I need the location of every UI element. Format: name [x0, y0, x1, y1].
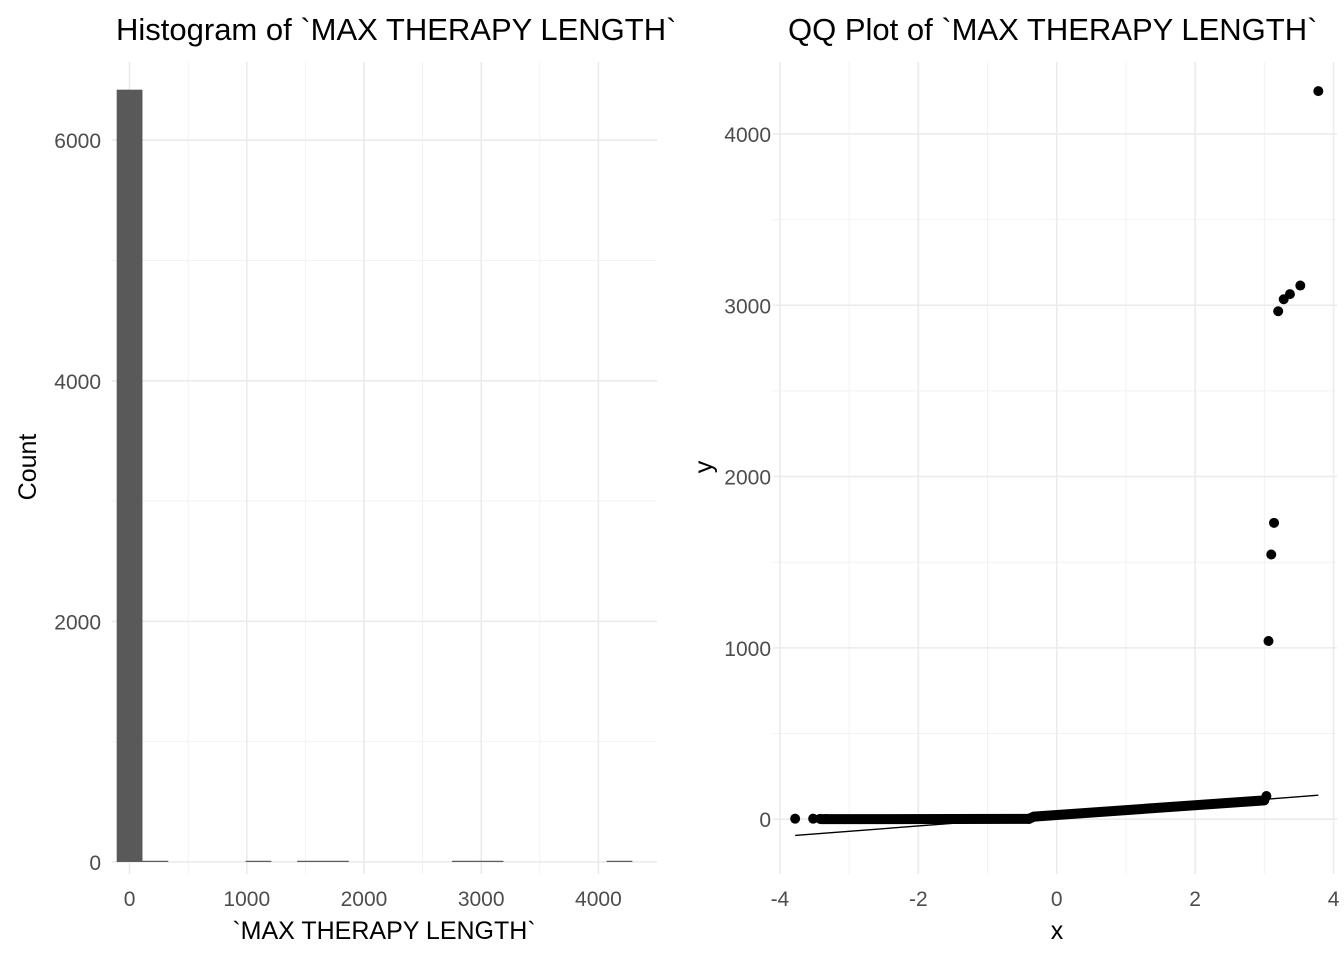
histogram-bar [606, 860, 633, 862]
qq-point [1261, 791, 1272, 802]
x-tick-label: 0 [1051, 888, 1063, 911]
qq-point-band [1028, 795, 1270, 822]
qq-point [1295, 280, 1306, 291]
qq-point [821, 814, 832, 825]
histogram-y-axis-label: Count [14, 434, 42, 501]
y-tick-label: 3000 [724, 295, 771, 318]
qq-dense-points [816, 795, 1270, 825]
y-tick-label: 4000 [724, 124, 771, 147]
x-tick-label: 2 [1189, 888, 1201, 911]
x-tick-label: 3000 [458, 888, 505, 911]
y-tick-label: 2000 [724, 467, 771, 490]
x-tick-label: -4 [771, 888, 790, 911]
histogram-gridlines [112, 62, 657, 874]
x-tick-label: -2 [909, 888, 928, 911]
y-tick-label: 0 [759, 809, 771, 832]
y-tick-label: 6000 [54, 130, 101, 153]
histogram-bar [142, 860, 169, 862]
y-tick-label: 0 [89, 852, 101, 875]
y-tick-label: 1000 [724, 638, 771, 661]
x-tick-label: 4000 [575, 888, 622, 911]
qq-x-tick-labels: -4 -2 0 2 4 [771, 888, 1340, 911]
histogram-bar [322, 860, 349, 862]
qq-point [790, 813, 801, 824]
histogram-panel: Histogram of `MAX THERAPY LENGTH` 0 2000 4… [14, 12, 676, 945]
x-tick-label: 2000 [341, 888, 388, 911]
qq-point [1269, 517, 1280, 528]
qq-y-axis-label: y [690, 460, 718, 473]
histogram-bar [297, 860, 323, 862]
x-tick-label: 0 [124, 888, 136, 911]
qq-y-tick-labels: 0 1000 2000 3000 4000 [724, 124, 771, 832]
qq-point [1284, 289, 1295, 300]
histogram-x-axis-label: `MAX THERAPY LENGTH` [232, 917, 535, 945]
histogram-bar [116, 89, 143, 862]
histogram-bar [245, 860, 272, 862]
histogram-bar [451, 860, 478, 862]
histogram-y-tick-labels: 0 2000 4000 6000 [54, 130, 101, 875]
x-tick-label: 4 [1328, 888, 1340, 911]
qq-point [1263, 636, 1274, 647]
qq-gridlines [773, 62, 1337, 874]
qq-title: QQ Plot of `MAX THERAPY LENGTH` [788, 12, 1317, 47]
qq-x-axis-label: x [1051, 917, 1064, 945]
qq-point [1266, 549, 1277, 560]
qq-point [1273, 306, 1284, 317]
y-tick-label: 2000 [54, 611, 101, 634]
y-tick-label: 4000 [54, 371, 101, 394]
histogram-bars [116, 89, 633, 862]
histogram-x-tick-labels: 0 1000 2000 3000 4000 [124, 888, 622, 911]
qq-plot-panel: QQ Plot of `MAX THERAPY LENGTH` 01000200… [690, 12, 1340, 945]
histogram-title: Histogram of `MAX THERAPY LENGTH` [116, 12, 676, 47]
qq-point [1313, 86, 1324, 97]
qq-points [790, 86, 1324, 825]
x-tick-label: 1000 [223, 888, 270, 911]
histogram-bar [477, 860, 504, 862]
